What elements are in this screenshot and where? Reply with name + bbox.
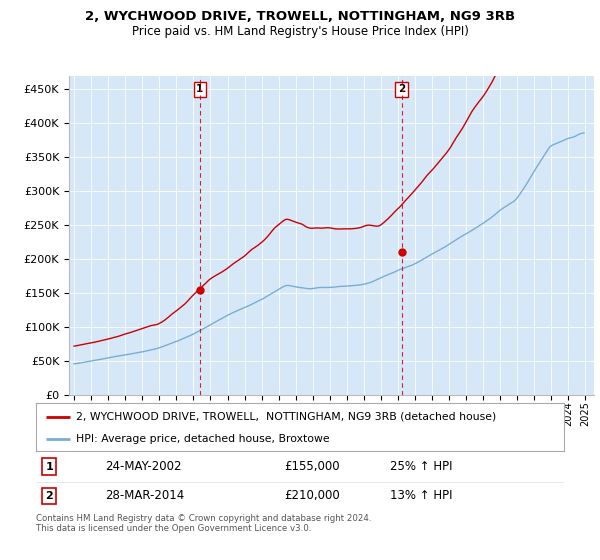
Text: 2: 2 <box>46 491 53 501</box>
Text: 2, WYCHWOOD DRIVE, TROWELL,  NOTTINGHAM, NG9 3RB (detached house): 2, WYCHWOOD DRIVE, TROWELL, NOTTINGHAM, … <box>76 412 496 422</box>
Text: HPI: Average price, detached house, Broxtowe: HPI: Average price, detached house, Brox… <box>76 434 329 444</box>
Text: 1: 1 <box>196 84 203 94</box>
Text: £210,000: £210,000 <box>284 489 340 502</box>
Text: 13% ↑ HPI: 13% ↑ HPI <box>390 489 452 502</box>
Text: £155,000: £155,000 <box>284 460 340 473</box>
Text: 24-MAY-2002: 24-MAY-2002 <box>104 460 181 473</box>
Text: 1: 1 <box>46 461 53 472</box>
Text: 2: 2 <box>398 84 405 94</box>
Text: Price paid vs. HM Land Registry's House Price Index (HPI): Price paid vs. HM Land Registry's House … <box>131 25 469 38</box>
Text: 2, WYCHWOOD DRIVE, TROWELL, NOTTINGHAM, NG9 3RB: 2, WYCHWOOD DRIVE, TROWELL, NOTTINGHAM, … <box>85 10 515 23</box>
Text: Contains HM Land Registry data © Crown copyright and database right 2024.
This d: Contains HM Land Registry data © Crown c… <box>36 514 371 534</box>
Text: 25% ↑ HPI: 25% ↑ HPI <box>390 460 452 473</box>
Text: 28-MAR-2014: 28-MAR-2014 <box>104 489 184 502</box>
